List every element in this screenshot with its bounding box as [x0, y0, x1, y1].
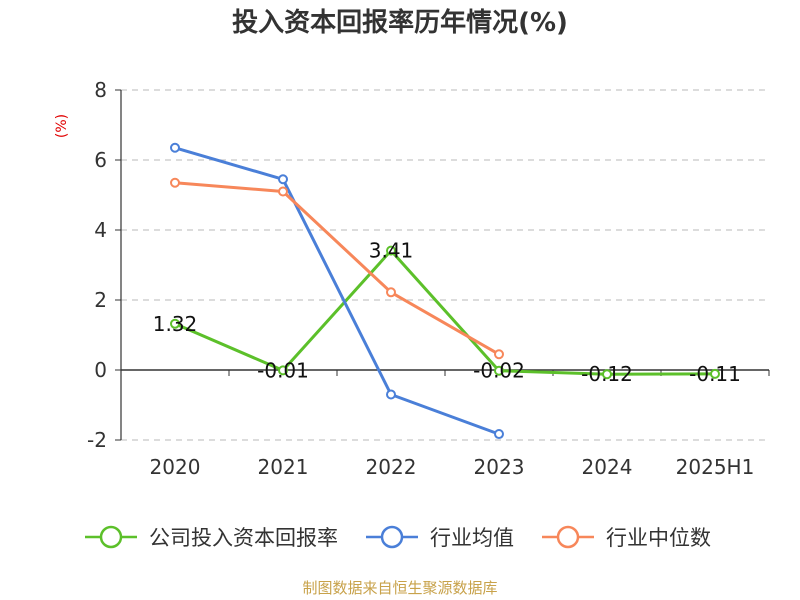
- series-0-point-1: [278, 365, 288, 376]
- y-tick-label-1: 0: [94, 358, 107, 382]
- series-0-point-4: [602, 369, 612, 380]
- y-tick-label-5: 8: [94, 78, 107, 102]
- data-label-0: 1.32: [153, 312, 198, 336]
- chart-title: 投入资本回报率历年情况(%): [232, 7, 568, 38]
- grid: [121, 89, 769, 441]
- series-line-0: [174, 249, 716, 376]
- series-points: [170, 142, 720, 440]
- series-0-point-2: [386, 245, 396, 256]
- legend-label-1: 行业均值: [430, 526, 514, 550]
- legend-marker-2: [556, 525, 580, 549]
- data-label-5: -0.11: [689, 362, 741, 386]
- data-labels: 1.32 -0.01 3.41 -0.02 -0.12 -0.11: [153, 239, 741, 387]
- legend-item-0[interactable]: 公司投入资本回报率: [85, 525, 338, 550]
- x-tick-label-4: 2024: [582, 455, 633, 479]
- source-note: 制图数据来自恒生聚源数据库: [302, 579, 497, 597]
- legend-label-2: 行业中位数: [606, 526, 711, 550]
- legend-marker-1: [380, 525, 404, 549]
- y-tick-label-2: 2: [94, 288, 107, 312]
- axes: -2 0 2 4 6 8 2020 2021 2022 2023 2024 2025H1: [87, 78, 770, 479]
- series-0-point-0: [170, 318, 180, 329]
- series-2-point-1: [278, 186, 288, 197]
- legend-item-1[interactable]: 行业均值: [366, 525, 514, 550]
- y-tick-label-3: 4: [94, 218, 107, 242]
- series-0-point-3: [494, 365, 504, 376]
- x-tick-label-3: 2023: [474, 455, 525, 479]
- x-tick-label-0: 2020: [150, 455, 201, 479]
- legend[interactable]: 公司投入资本回报率 行业均值 行业中位数: [85, 525, 711, 550]
- series-1-point-2: [386, 389, 396, 400]
- series-2-point-0: [170, 177, 180, 188]
- y-tick-label-0: -2: [87, 428, 107, 452]
- series-2-point-3: [494, 349, 504, 360]
- series-line-1: [174, 146, 500, 436]
- y-tick-label-4: 6: [94, 148, 107, 172]
- series-1-point-1: [278, 174, 288, 185]
- series-1-point-0: [170, 142, 180, 153]
- legend-marker-0: [99, 525, 123, 549]
- data-label-4: -0.12: [581, 362, 633, 386]
- legend-item-2[interactable]: 行业中位数: [542, 525, 711, 550]
- x-tick-label-2: 2022: [366, 455, 417, 479]
- legend-label-0: 公司投入资本回报率: [149, 526, 338, 550]
- data-label-3: -0.02: [473, 359, 525, 383]
- series-1-point-3: [494, 429, 504, 440]
- data-label-2: 3.41: [369, 239, 414, 263]
- x-tick-label-1: 2021: [258, 455, 309, 479]
- series-2-point-2: [386, 287, 396, 298]
- data-label-1: -0.01: [257, 358, 309, 382]
- series-lines: [174, 146, 716, 436]
- x-tick-label-5: 2025H1: [676, 455, 755, 479]
- y-axis-unit: (%): [54, 114, 70, 138]
- series-line-2: [174, 181, 500, 356]
- series-0-point-5: [710, 368, 720, 379]
